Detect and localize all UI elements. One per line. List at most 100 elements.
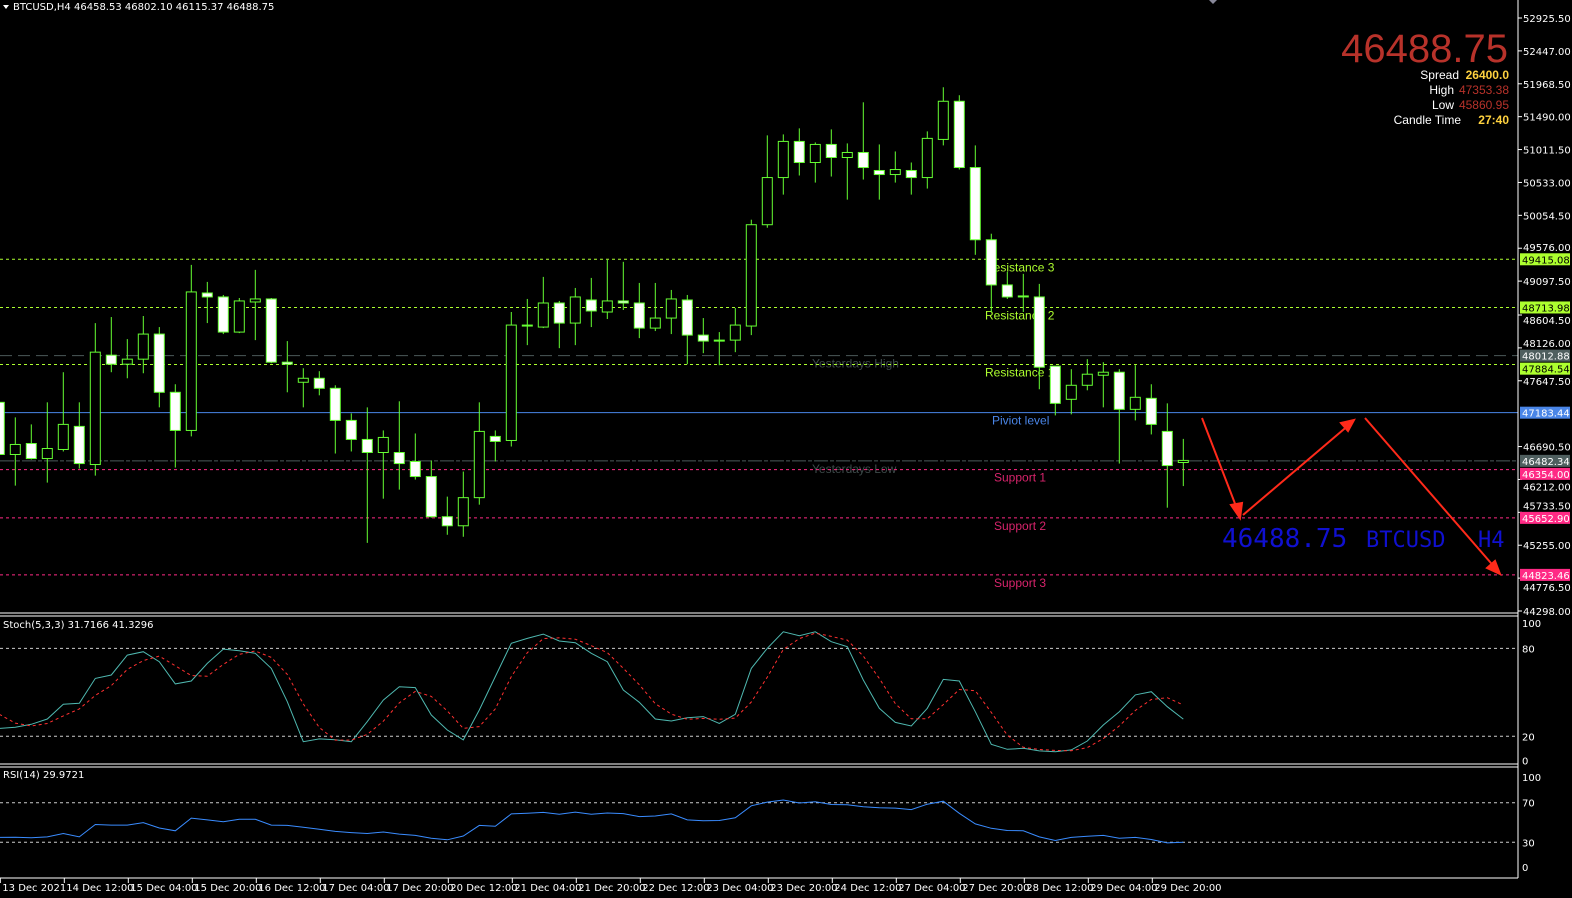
candle[interactable] [201,281,213,324]
candle-body [121,358,133,365]
time-axis-label: 23 Dec 20:00 [770,883,837,894]
level-price-label: 45652.90 [1522,514,1570,525]
forecast-arrow-up[interactable] [1242,423,1351,516]
candle[interactable] [841,143,853,200]
candle[interactable] [9,417,21,486]
candle[interactable] [25,424,37,460]
candle-body [281,361,293,365]
candle[interactable] [1145,384,1157,435]
candle[interactable] [0,400,5,472]
candle-body [697,334,709,342]
candle[interactable] [329,385,341,454]
candle[interactable] [409,433,421,480]
info-candle-time-label: Candle Time [1394,113,1462,127]
candle[interactable] [457,471,469,537]
candle[interactable] [1081,359,1093,391]
candle[interactable] [953,95,965,170]
candle[interactable] [489,430,501,462]
candle[interactable] [665,289,677,335]
candle-body [617,300,629,304]
candle[interactable] [761,135,773,228]
candle[interactable] [937,87,949,146]
candle-body [153,333,165,393]
candle[interactable] [1097,362,1109,408]
candle[interactable] [169,384,181,468]
candle[interactable] [441,496,453,535]
candle[interactable] [137,315,149,374]
candle[interactable] [1001,271,1013,299]
candle[interactable] [825,129,837,177]
candle[interactable] [681,294,693,365]
candle[interactable] [57,372,69,452]
candle[interactable] [969,145,981,255]
candle[interactable] [921,131,933,189]
forecast-arrow-down-1[interactable] [1201,417,1240,515]
candle[interactable] [1161,403,1173,508]
level-label: Support 3 [994,576,1046,590]
candle[interactable] [393,401,405,490]
candle[interactable] [713,332,725,366]
candle-body [169,391,181,431]
candle[interactable] [217,294,229,335]
candle-body [73,425,85,465]
candle[interactable] [1033,283,1045,390]
price-axis-label: 45733.50 [1523,501,1571,512]
candle-body [601,300,613,313]
candle[interactable] [873,144,885,200]
candle[interactable] [521,298,533,346]
candle[interactable] [889,151,901,183]
candle[interactable] [617,261,629,311]
candle-body [457,497,469,527]
candle[interactable] [1129,365,1141,421]
candle[interactable] [233,297,245,334]
candle[interactable] [505,312,517,447]
candle[interactable] [41,402,53,483]
candle[interactable] [105,317,117,373]
candle[interactable] [537,276,549,329]
candle[interactable] [1017,273,1029,313]
candle[interactable] [809,142,821,183]
collapse-triangle-icon[interactable] [3,5,9,9]
indicator-axis-label: 100 [1522,773,1541,784]
candle[interactable] [793,128,805,176]
candle[interactable] [585,277,597,328]
candle[interactable] [89,323,101,476]
candle[interactable] [1113,369,1125,464]
shift-marker-icon[interactable] [1209,0,1217,4]
candle[interactable] [185,264,197,437]
candle[interactable] [569,287,581,346]
candle-body [249,298,261,303]
candle[interactable] [281,341,293,393]
candle[interactable] [377,430,389,499]
candle[interactable] [601,259,613,320]
candle[interactable] [345,413,357,452]
candle[interactable] [265,297,277,364]
candle-body [393,452,405,465]
candle[interactable] [905,162,917,195]
candle[interactable] [153,327,165,408]
candle[interactable] [777,134,789,195]
candle[interactable] [745,219,757,336]
candle[interactable] [649,282,661,332]
candle[interactable] [985,233,997,313]
candle[interactable] [313,371,325,396]
candle[interactable] [73,402,85,469]
candle[interactable] [361,407,373,543]
candle[interactable] [1065,369,1077,415]
candle[interactable] [297,368,309,408]
time-axis-label: 21 Dec 20:00 [578,883,645,894]
candle[interactable] [697,318,709,354]
candle[interactable] [553,300,565,349]
candle[interactable] [249,269,261,341]
candle[interactable] [425,460,437,518]
candle[interactable] [1049,365,1061,416]
forecast-arrow-down-2[interactable] [1364,417,1498,571]
candle[interactable] [121,339,133,379]
candle[interactable] [633,282,645,339]
candle[interactable] [1177,438,1189,487]
candle-body [137,333,149,360]
candle[interactable] [729,308,741,353]
candle[interactable] [857,102,869,180]
candle[interactable] [473,402,485,505]
